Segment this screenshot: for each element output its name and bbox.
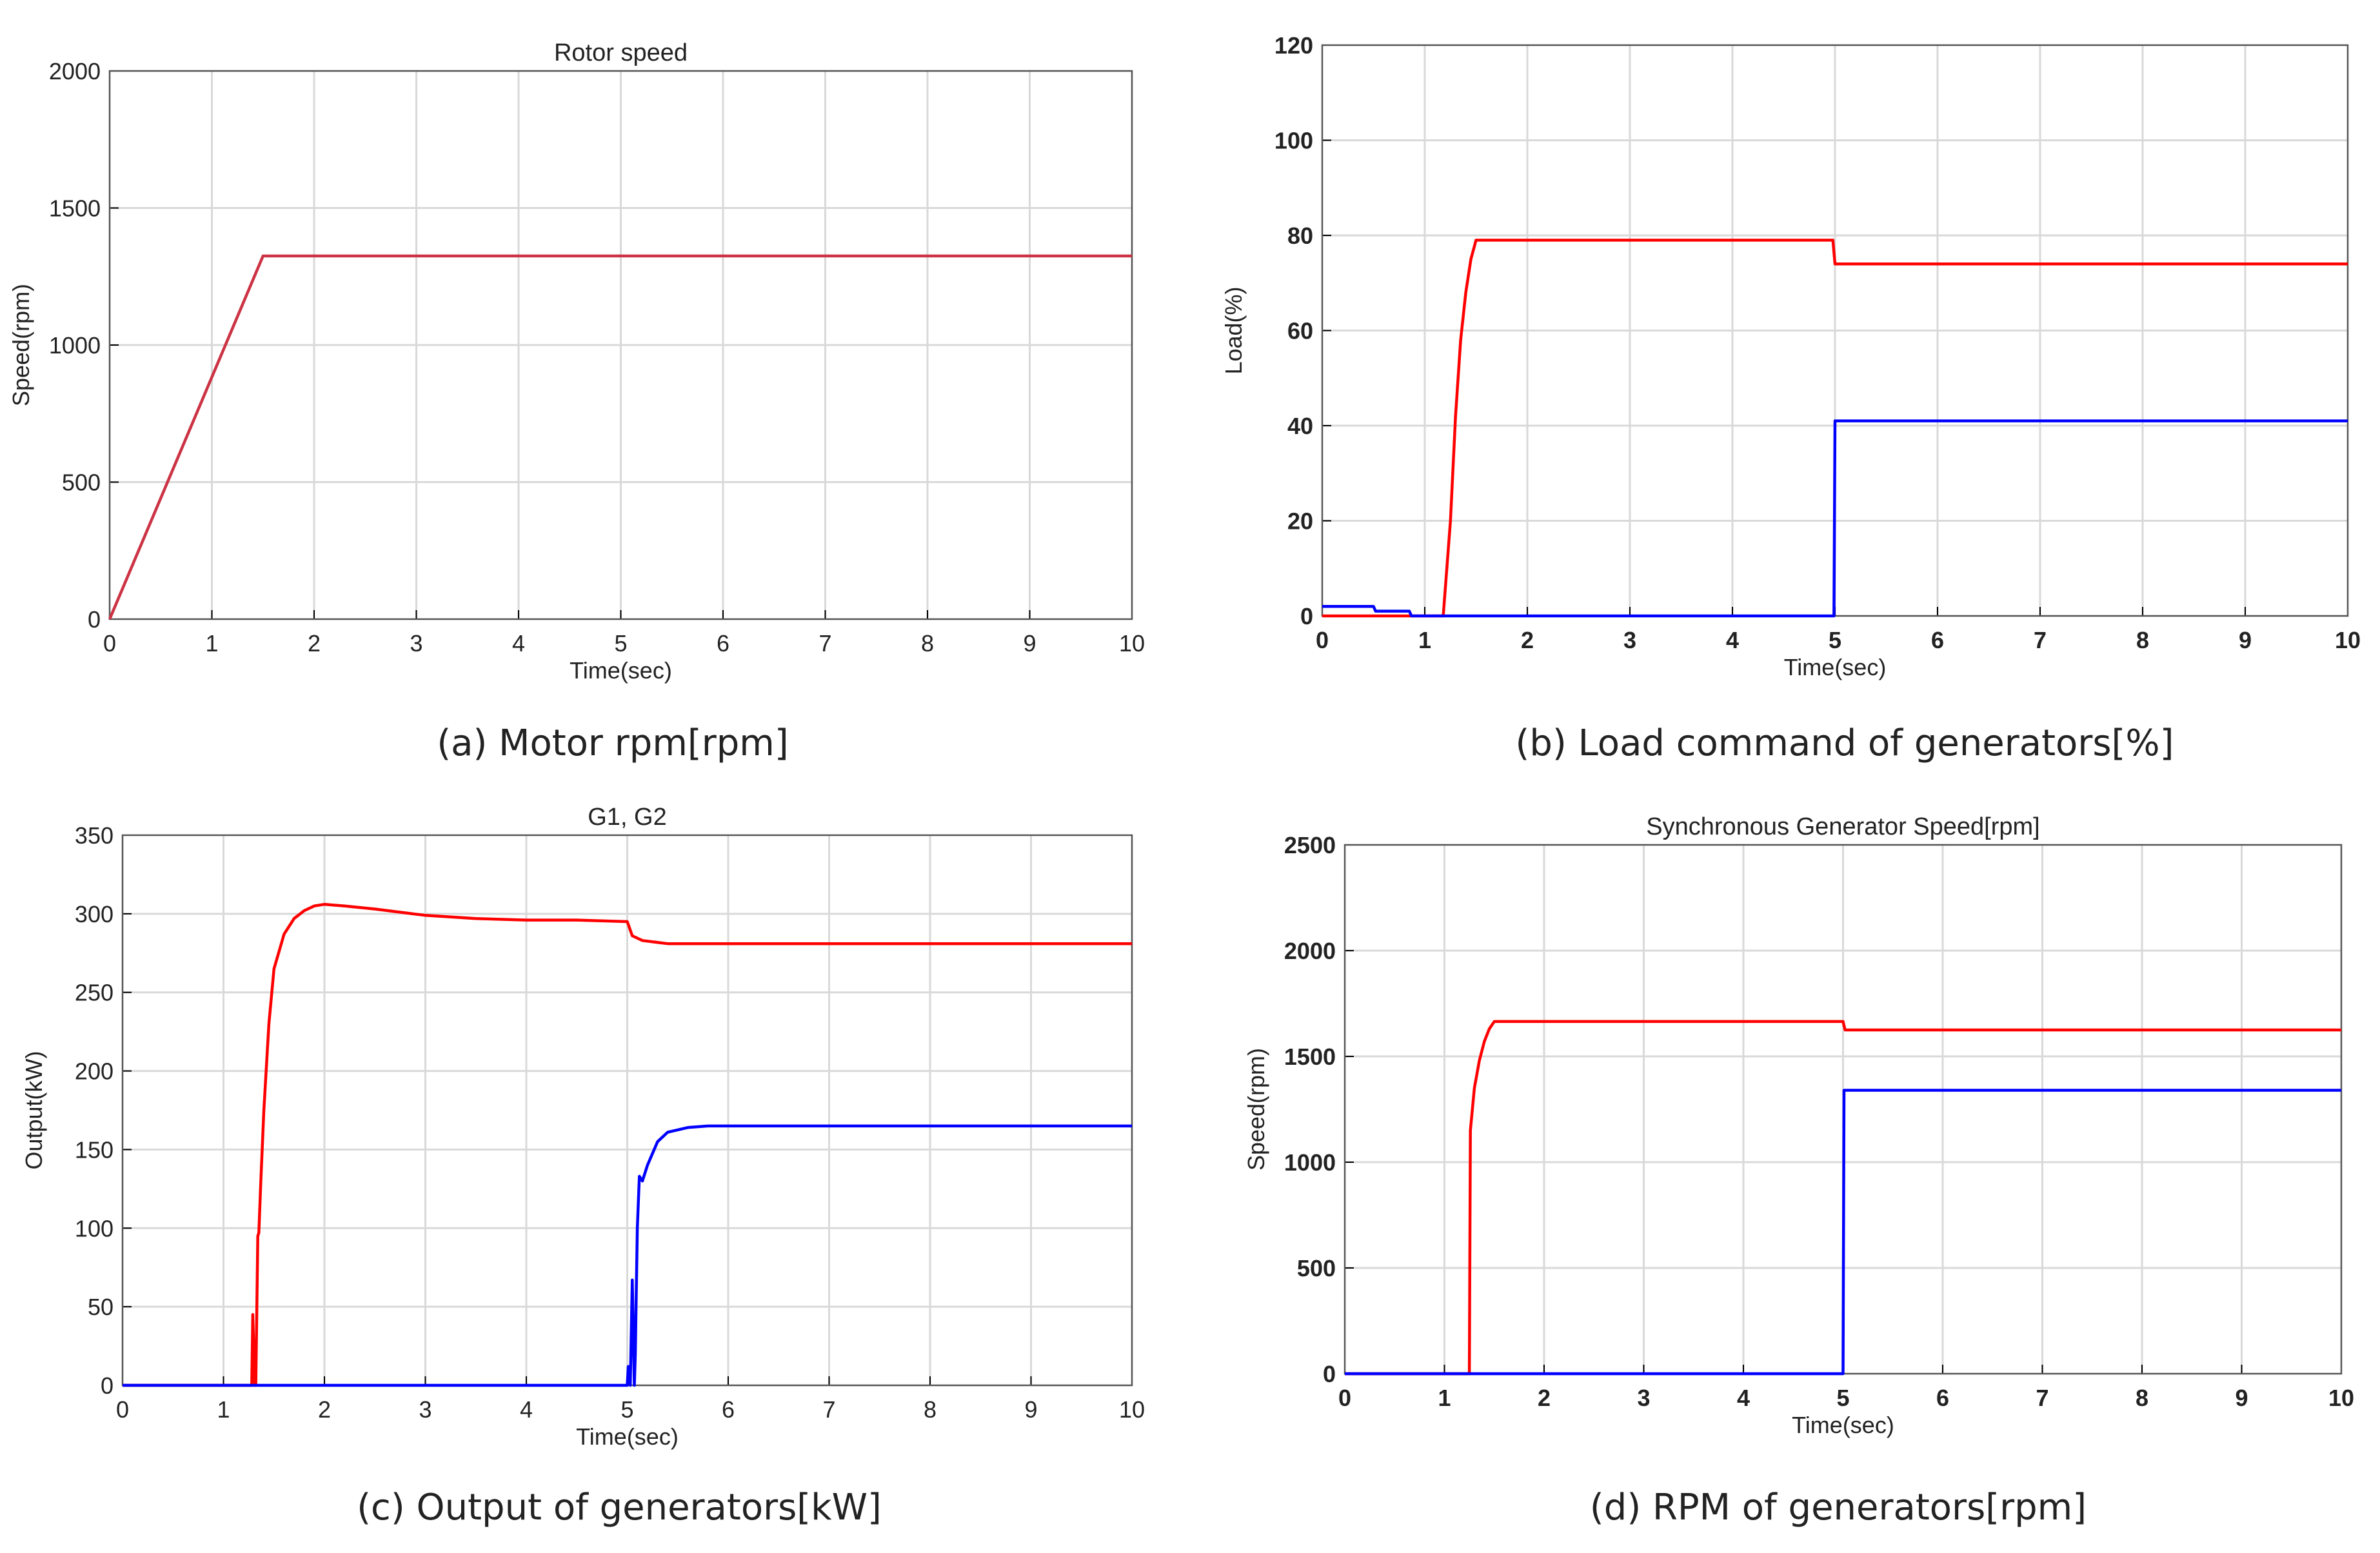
x-tick-label: 0 <box>1338 1385 1351 1411</box>
x-tick-label: 4 <box>512 630 525 657</box>
x-tick-label: 9 <box>1024 1396 1037 1423</box>
caption-load-command: (b) Load command of generators[%] <box>1515 722 2174 764</box>
y-tick-label: 500 <box>62 470 101 496</box>
chart-title: Rotor speed <box>554 39 688 66</box>
x-tick-label: 1 <box>205 630 218 657</box>
x-tick-label: 10 <box>1119 630 1145 657</box>
x-tick-label: 10 <box>2335 627 2361 653</box>
x-tick-label: 1 <box>1418 627 1431 653</box>
y-tick-label: 100 <box>75 1215 114 1241</box>
x-tick-label: 6 <box>1931 627 1944 653</box>
y-axis-label: Speed(rpm) <box>8 284 34 406</box>
x-tick-label: 3 <box>1637 1385 1650 1411</box>
series-line-g1 <box>1345 1020 2341 1376</box>
x-tick-label: 8 <box>2136 1385 2148 1411</box>
chart-title: G1, G2 <box>588 804 667 831</box>
chart-generator-rpm: 0 1 2 3 4 5 6 7 8 9 10 0 500 1000 1500 2000 2500 Synchron… <box>1243 813 2354 1438</box>
y-tick-label: 150 <box>75 1136 114 1163</box>
x-tick-label: 3 <box>1623 627 1636 653</box>
chart-load-command: 0 1 2 3 4 5 6 7 8 9 10020406080100120Time(sec)Load… <box>1220 32 2361 680</box>
x-tick-label: 4 <box>1726 627 1739 653</box>
x-axis-label: Time(sec) <box>1784 654 1887 680</box>
x-tick-label: 9 <box>1023 630 1036 657</box>
y-axis-label: Speed(rpm) <box>1243 1048 1269 1171</box>
x-tick-label: 5 <box>1829 627 1841 653</box>
x-tick-label: 2 <box>1521 627 1534 653</box>
x-tick-label: 8 <box>2136 627 2149 653</box>
caption-generator-rpm: (d) RPM of generators[rpm] <box>1589 1487 2087 1528</box>
x-tick-label: 4 <box>1737 1385 1750 1411</box>
x-tick-label: 9 <box>2239 627 2252 653</box>
series-line-g2 <box>1322 419 2348 618</box>
x-tick-label: 7 <box>2036 1385 2048 1411</box>
x-tick-label: 2 <box>308 630 321 657</box>
series-line-g1 <box>123 902 1132 1387</box>
chart-title: Synchronous Generator Speed[rpm] <box>1646 813 2039 840</box>
x-tick-label: 7 <box>822 1396 835 1423</box>
x-axis-label: Time(sec) <box>570 657 672 684</box>
y-tick-label: 100 <box>1274 128 1313 154</box>
y-tick-label: 0 <box>101 1372 114 1399</box>
y-tick-label: 1500 <box>1284 1044 1336 1070</box>
y-axis-label: Load(%) <box>1220 286 1247 374</box>
x-tick-label: 9 <box>2235 1385 2248 1411</box>
y-axis-label: Output(kW) <box>21 1051 47 1169</box>
x-tick-label: 2 <box>1538 1385 1551 1411</box>
plot-frame <box>108 70 1133 620</box>
x-axis-label: Time(sec) <box>576 1423 679 1450</box>
y-tick-label: 1500 <box>49 195 101 222</box>
y-tick-label: 1000 <box>49 332 101 359</box>
y-tick-label: 0 <box>88 606 101 633</box>
x-tick-label: 7 <box>2034 627 2047 653</box>
y-tick-label: 2000 <box>1284 938 1336 964</box>
y-tick-label: 1000 <box>1284 1149 1336 1176</box>
x-axis-label: Time(sec) <box>1792 1412 1894 1438</box>
y-tick-label: 300 <box>75 901 114 927</box>
series-line-g1 <box>1322 239 2348 618</box>
caption-generator-output: (c) Output of generators[kW] <box>357 1487 882 1528</box>
x-tick-label: 7 <box>818 630 831 657</box>
x-tick-label: 1 <box>1438 1385 1451 1411</box>
x-tick-label: 10 <box>1119 1396 1145 1423</box>
series-line-g2 <box>123 1124 1132 1387</box>
y-tick-label: 0 <box>1300 603 1313 629</box>
y-tick-label: 2000 <box>49 58 101 84</box>
y-tick-label: 50 <box>88 1294 114 1320</box>
y-tick-label: 60 <box>1287 318 1313 344</box>
x-tick-label: 5 <box>620 1396 633 1423</box>
x-tick-label: 6 <box>717 630 729 657</box>
caption-motor-rpm: (a) Motor rpm[rpm] <box>437 722 789 764</box>
y-tick-label: 500 <box>1297 1255 1336 1281</box>
y-tick-label: 0 <box>1323 1361 1336 1387</box>
series-line-g2 <box>1345 1089 2341 1376</box>
series-line-motor <box>108 254 1132 620</box>
x-tick-label: 3 <box>419 1396 431 1423</box>
y-tick-label: 2500 <box>1284 832 1336 858</box>
x-tick-label: 2 <box>318 1396 331 1423</box>
x-tick-label: 5 <box>1836 1385 1849 1411</box>
y-tick-label: 40 <box>1287 413 1313 439</box>
y-tick-label: 120 <box>1274 32 1313 59</box>
x-tick-label: 0 <box>116 1396 129 1423</box>
x-tick-label: 5 <box>614 630 627 657</box>
x-tick-label: 4 <box>520 1396 533 1423</box>
x-tick-label: 3 <box>410 630 422 657</box>
y-tick-label: 20 <box>1287 508 1313 535</box>
x-tick-label: 8 <box>924 1396 937 1423</box>
x-tick-label: 1 <box>217 1396 230 1423</box>
y-tick-label: 350 <box>75 822 114 849</box>
y-tick-label: 200 <box>75 1058 114 1085</box>
y-tick-label: 80 <box>1287 223 1313 249</box>
chart-motor-rpm: 0 1 2 3 4 5 6 7 8 9 10 0 500 1000 1500 2000 Rotor speed T… <box>8 39 1145 684</box>
x-tick-label: 10 <box>2328 1385 2354 1411</box>
x-tick-label: 0 <box>103 630 116 657</box>
x-tick-label: 8 <box>921 630 934 657</box>
x-tick-label: 6 <box>722 1396 735 1423</box>
x-tick-label: 6 <box>1936 1385 1949 1411</box>
y-tick-label: 250 <box>75 980 114 1006</box>
x-tick-label: 0 <box>1316 627 1329 653</box>
